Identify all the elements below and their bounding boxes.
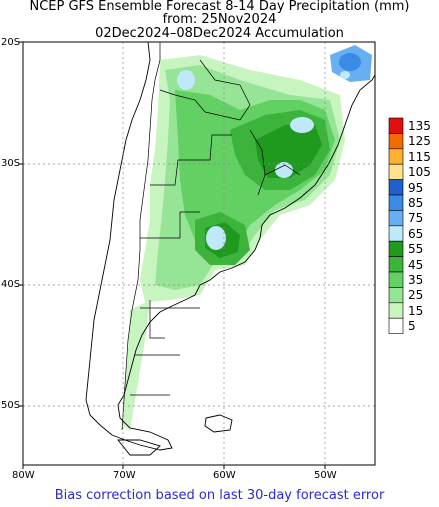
lat-label-50s: 50S bbox=[1, 400, 21, 411]
colorbar-swatch-115 bbox=[388, 148, 404, 165]
forecast-issue-date: from: 25Nov2024 bbox=[162, 12, 277, 27]
lon-label-50w: 50W bbox=[314, 470, 337, 481]
colorbar-swatch-35 bbox=[388, 271, 404, 288]
precip-65mm-rio-grande bbox=[275, 162, 293, 178]
colorbar-label-125: 125 bbox=[408, 134, 431, 149]
colorbar-swatch-95 bbox=[388, 179, 404, 196]
colorbar-swatch-125 bbox=[388, 133, 404, 150]
coastline bbox=[85, 42, 375, 456]
lat-label-40s: 40S bbox=[1, 279, 21, 290]
colorbar-swatch-135 bbox=[388, 117, 404, 134]
precip-65mm-south-brazil bbox=[290, 117, 314, 133]
colorbar-swatch-15 bbox=[388, 302, 404, 319]
colorbar-label-15: 15 bbox=[408, 303, 424, 318]
political-borders bbox=[121, 42, 301, 431]
colorbar-label-115: 115 bbox=[408, 149, 431, 164]
precip-65mm-north bbox=[177, 70, 195, 90]
lat-label-20s: 20S bbox=[1, 37, 21, 48]
tierra-del-fuego bbox=[117, 439, 161, 456]
pacific-coastline bbox=[85, 42, 375, 451]
argentina-uruguay-border bbox=[249, 129, 266, 196]
graticule bbox=[23, 42, 375, 465]
map-title: NCEP GFS Ensemble Forecast 8-14 Day Prec… bbox=[29, 0, 410, 14]
provincial-lines bbox=[130, 134, 232, 396]
colorbar-label-135: 135 bbox=[408, 119, 431, 133]
colorbar-swatch-85 bbox=[388, 194, 404, 211]
colorbar-swatch-65 bbox=[388, 225, 404, 242]
lat-label-30s: 30S bbox=[1, 158, 21, 169]
colorbar-swatch-75 bbox=[388, 210, 404, 227]
accumulation-period: 02Dec2024–08Dec2024 Accumulation bbox=[95, 26, 344, 41]
colorbar-label-75: 75 bbox=[408, 211, 424, 226]
colorbar-label-5: 5 bbox=[408, 319, 416, 334]
colorbar-label-45: 45 bbox=[408, 257, 424, 272]
colorbar-label-25: 25 bbox=[408, 288, 424, 303]
colorbar-label-95: 95 bbox=[408, 180, 424, 195]
colorbar-swatch-45 bbox=[388, 256, 404, 273]
colorbar-swatch-5 bbox=[388, 317, 404, 334]
colorbar-label-65: 65 bbox=[408, 226, 424, 241]
axis-ticks bbox=[19, 41, 326, 469]
falklands bbox=[204, 414, 233, 433]
colorbar-swatch-105 bbox=[388, 163, 404, 180]
colorbar-swatch-25 bbox=[388, 287, 404, 304]
colorbar-swatch-55 bbox=[388, 240, 404, 257]
lon-label-60w: 60W bbox=[213, 470, 236, 481]
precip-field bbox=[122, 45, 372, 430]
map-frame bbox=[22, 41, 376, 466]
uruguay-brazil-border bbox=[264, 164, 301, 176]
bias-correction-note: Bias correction based on last 30-day for… bbox=[54, 488, 385, 503]
colorbar-label-105: 105 bbox=[408, 165, 431, 180]
chile-argentina-border bbox=[121, 42, 161, 431]
lon-label-70w: 70W bbox=[113, 470, 136, 481]
paraguay-border bbox=[199, 59, 251, 121]
precip-55mm-region bbox=[255, 125, 322, 178]
colorbar bbox=[388, 117, 404, 334]
precip-85mm-sao-paulo bbox=[339, 53, 361, 71]
colorbar-label-85: 85 bbox=[408, 196, 424, 210]
precip-65mm-sao-paulo-edge bbox=[340, 71, 350, 79]
colorbar-label-55: 55 bbox=[408, 242, 424, 257]
lon-label-80w: 80W bbox=[12, 470, 35, 481]
argentina-bolivia-border bbox=[159, 89, 206, 113]
colorbar-label-35: 35 bbox=[408, 273, 424, 287]
precip-65mm-buenos-aires bbox=[206, 226, 226, 250]
